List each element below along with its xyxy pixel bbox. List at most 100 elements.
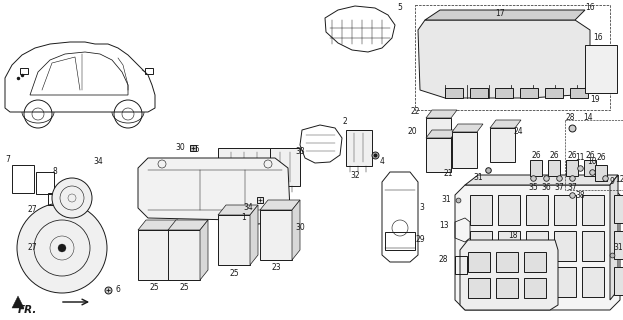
Bar	[20, 68, 28, 74]
Bar	[526, 267, 548, 297]
Text: 16: 16	[585, 4, 595, 12]
Text: 23: 23	[271, 263, 281, 273]
Polygon shape	[170, 220, 178, 280]
Bar	[260, 210, 292, 260]
Bar	[346, 130, 372, 166]
Bar	[498, 231, 520, 261]
Bar	[582, 267, 604, 297]
Text: 35: 35	[528, 183, 538, 193]
Bar	[554, 195, 576, 225]
Bar	[565, 120, 623, 190]
Text: 18: 18	[508, 230, 518, 239]
Polygon shape	[292, 200, 300, 260]
Polygon shape	[460, 240, 558, 310]
Text: 19: 19	[590, 95, 600, 105]
Bar	[470, 195, 492, 225]
Bar	[470, 231, 492, 261]
Bar	[554, 267, 576, 297]
Text: 30: 30	[175, 143, 185, 153]
Polygon shape	[418, 20, 590, 98]
Text: 24: 24	[513, 127, 523, 137]
Bar	[570, 88, 588, 98]
Text: 33: 33	[295, 148, 305, 156]
Text: 7: 7	[6, 156, 11, 164]
Bar	[582, 195, 604, 225]
Bar	[470, 88, 488, 98]
Text: 13: 13	[439, 220, 449, 229]
Bar	[585, 45, 617, 93]
Text: 26: 26	[531, 150, 541, 159]
Text: 26: 26	[549, 150, 559, 159]
Bar	[524, 278, 546, 298]
Bar	[496, 252, 518, 272]
Bar	[490, 128, 515, 162]
Text: 31: 31	[473, 173, 483, 182]
Polygon shape	[138, 158, 290, 225]
Text: 8: 8	[52, 167, 57, 177]
Polygon shape	[260, 200, 300, 210]
Text: 31: 31	[441, 196, 451, 204]
Bar	[495, 88, 513, 98]
Text: 11: 11	[575, 154, 585, 163]
Circle shape	[52, 178, 92, 218]
Text: 22: 22	[411, 108, 420, 116]
Text: 9: 9	[609, 178, 614, 187]
Bar	[526, 231, 548, 261]
Bar	[496, 278, 518, 298]
Bar	[36, 172, 54, 194]
Polygon shape	[455, 185, 620, 310]
Bar	[530, 160, 542, 176]
Text: 31: 31	[613, 244, 623, 252]
Text: 6: 6	[115, 285, 120, 294]
Bar	[595, 165, 607, 181]
Text: 34: 34	[243, 203, 253, 212]
Bar	[48, 193, 76, 205]
Bar	[452, 132, 477, 168]
Text: 28: 28	[565, 114, 575, 123]
Polygon shape	[452, 124, 483, 132]
Text: 2: 2	[343, 117, 348, 126]
Text: 26: 26	[596, 154, 606, 163]
Bar	[498, 195, 520, 225]
Bar	[385, 232, 415, 250]
Polygon shape	[12, 296, 24, 308]
Bar	[554, 231, 576, 261]
Polygon shape	[200, 220, 208, 280]
Bar	[12, 165, 34, 193]
Bar	[468, 278, 490, 298]
Bar	[168, 230, 200, 280]
Polygon shape	[465, 175, 618, 185]
Text: 16: 16	[593, 34, 603, 43]
Bar	[145, 68, 153, 74]
Text: 26: 26	[585, 150, 595, 159]
Bar	[468, 252, 490, 272]
Bar	[526, 195, 548, 225]
Bar	[584, 160, 596, 176]
Text: 21: 21	[443, 170, 453, 179]
Text: 12: 12	[616, 175, 623, 185]
Text: 4: 4	[379, 157, 384, 166]
Circle shape	[17, 203, 107, 293]
Bar	[545, 88, 563, 98]
Bar	[218, 215, 250, 265]
Text: 30: 30	[295, 222, 305, 231]
Bar	[426, 138, 451, 172]
Polygon shape	[426, 110, 457, 118]
Bar	[524, 252, 546, 272]
Text: 27: 27	[27, 205, 37, 214]
Bar	[138, 230, 170, 280]
Bar	[582, 231, 604, 261]
Bar	[426, 118, 451, 152]
Polygon shape	[250, 205, 258, 265]
Text: 28: 28	[438, 255, 448, 265]
Text: 3: 3	[419, 204, 424, 212]
Text: 17: 17	[495, 10, 505, 19]
Text: 29: 29	[415, 236, 425, 244]
Polygon shape	[426, 130, 457, 138]
Polygon shape	[425, 10, 585, 20]
Bar	[445, 88, 463, 98]
Text: 25: 25	[229, 268, 239, 277]
Text: 38: 38	[575, 190, 585, 199]
Text: 32: 32	[350, 171, 360, 180]
Polygon shape	[610, 175, 618, 300]
